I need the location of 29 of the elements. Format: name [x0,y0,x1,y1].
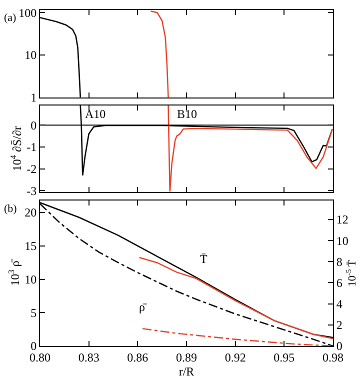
y-tick-label: 100 [18,6,37,20]
y-tick-label: 20 [24,206,37,220]
y2-tick-label: 10 [336,234,348,248]
y2-tick-label: 2 [336,318,342,332]
y2-tick-label: 6 [336,276,342,290]
y-tick-label: -3 [26,184,37,198]
x-tick-label: 0.83 [78,350,100,364]
y2-tick-label: 12 [336,212,348,227]
y-tick-label: -2 [26,162,37,176]
x-axis-title: r/R [178,364,194,378]
x-tick-label: 0.95 [274,350,295,364]
x-tick-label: 0.86 [127,350,148,364]
y2-tick-label: 4 [336,297,342,312]
chart-title: (b) [4,203,18,215]
x-tick-label: 0.92 [224,350,246,364]
y-tick-label: 5 [30,306,37,320]
y-tick-label: 10 [24,48,37,62]
y-tick-label: -1 [26,140,37,154]
x-tick-label: 0.89 [176,350,197,364]
annotation: B10 [177,107,198,121]
annotation: ρ̄ [139,300,147,314]
y2-tick-label: 8 [336,254,342,269]
y-tick-label: 0 [30,118,37,132]
y-tick-label: 15 [24,239,37,254]
annotation: T̄ [200,252,208,266]
y-tick-label: 1 [30,90,37,105]
annotation: A10 [85,107,106,121]
chart-title: (a) [4,12,17,24]
y-tick-label: 10 [24,272,37,286]
